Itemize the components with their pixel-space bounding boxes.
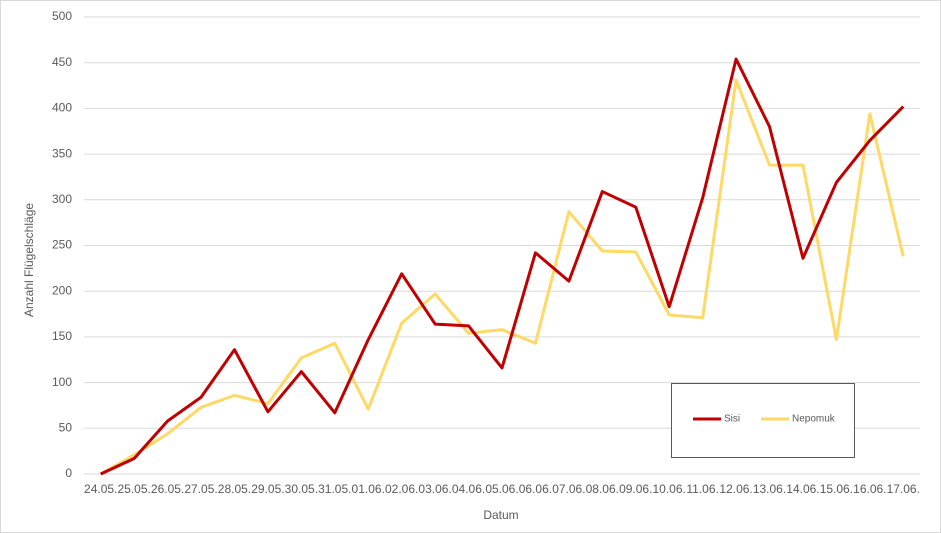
x-tick-label: 10.06. (653, 482, 686, 496)
x-tick-label: 26.05. (151, 482, 184, 496)
x-tick-label: 12.06. (719, 482, 752, 496)
x-tick-label: 17.06. (887, 482, 920, 496)
x-tick-label: 06.06. (519, 482, 552, 496)
y-tick-label: 50 (59, 420, 73, 434)
y-tick-label: 300 (52, 192, 72, 206)
x-tick-label: 27.05. (184, 482, 217, 496)
x-tick-label: 09.06. (619, 482, 652, 496)
y-tick-label: 150 (52, 329, 72, 343)
legend-label: Nepomuk (792, 414, 836, 425)
x-tick-label: 03.06. (418, 482, 451, 496)
y-tick-label: 0 (65, 466, 72, 480)
x-tick-label: 30.05. (285, 482, 318, 496)
x-tick-label: 25.05. (117, 482, 150, 496)
y-tick-label: 200 (52, 283, 72, 297)
y-axis-title: Anzahl Flügelschläge (22, 203, 36, 317)
x-tick-label: 02.06. (385, 482, 418, 496)
x-axis-title: Datum (483, 508, 518, 522)
x-tick-label: 28.05. (218, 482, 251, 496)
x-tick-label: 14.06. (786, 482, 819, 496)
x-tick-label: 05.06. (485, 482, 518, 496)
y-tick-label: 400 (52, 101, 72, 115)
y-tick-label: 350 (52, 146, 72, 160)
x-tick-label: 04.06. (452, 482, 485, 496)
x-tick-label: 07.06. (552, 482, 585, 496)
x-tick-label: 29.05. (251, 482, 284, 496)
line-series (100, 57, 905, 476)
x-tick-label: 13.06. (753, 482, 786, 496)
x-tick-label: 01.06. (352, 482, 385, 496)
y-tick-label: 500 (52, 9, 72, 23)
x-tick-label: 31.05. (318, 482, 351, 496)
y-tick-label: 100 (52, 375, 72, 389)
y-tick-label: 450 (52, 55, 72, 69)
x-tick-label: 11.06. (686, 482, 718, 496)
x-tick-label: 08.06. (586, 482, 619, 496)
line-series (99, 78, 905, 476)
x-tick-label: 15.06. (820, 482, 853, 496)
y-tick-label: 250 (52, 238, 72, 252)
legend-label: Sisi (724, 414, 740, 425)
x-tick-label: 16.06. (853, 482, 886, 496)
x-tick-label: 24.05. (84, 482, 117, 496)
